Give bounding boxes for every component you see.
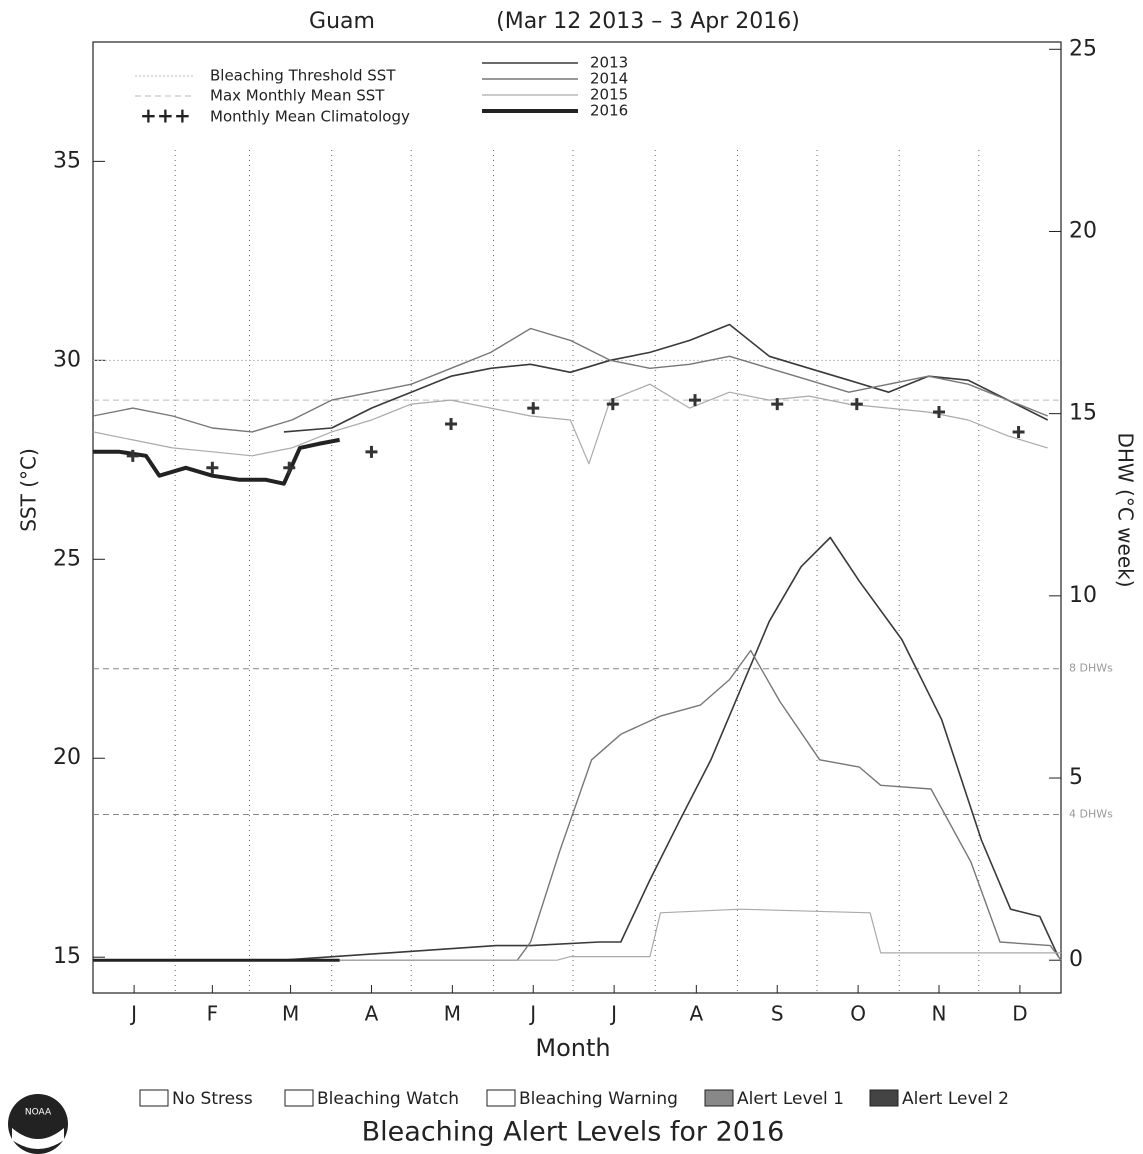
climatology-marker — [126, 449, 139, 462]
x-tick-label: J — [609, 1002, 617, 1026]
dhw-level-label: 8 DHWs — [1069, 662, 1113, 675]
alert-legend-label: Bleaching Warning — [519, 1089, 678, 1109]
alert-legend-box — [486, 1089, 516, 1107]
x-tick-label: A — [689, 1002, 703, 1026]
climatology-marker — [1012, 425, 1025, 438]
climatology-marker — [283, 461, 296, 474]
legend-label: 2015 — [590, 86, 628, 104]
x-tick-label: N — [932, 1002, 947, 1026]
y2-tick-label: 15 — [1069, 401, 1097, 426]
y2-tick-label: 10 — [1069, 583, 1097, 608]
alert-legend-label: Bleaching Watch — [317, 1089, 459, 1109]
x-axis-label: Month — [535, 1034, 610, 1062]
y-tick-label: 30 — [53, 347, 81, 372]
x-tick-label: S — [771, 1002, 784, 1026]
climatology-marker — [365, 445, 378, 458]
alert-legend-title: Bleaching Alert Levels for 2016 — [362, 1117, 785, 1148]
noaa-logo: NOAA — [8, 1094, 68, 1154]
y2-tick-label: 20 — [1069, 218, 1097, 243]
legend-label: 2016 — [590, 102, 628, 120]
y2-tick-label: 0 — [1069, 947, 1083, 972]
chart-subtitle: (Mar 12 2013 – 3 Apr 2016) — [496, 9, 800, 34]
logo-wave — [12, 1128, 64, 1149]
legend-label: Max Monthly Mean SST — [210, 87, 385, 105]
legend-label: Monthly Mean Climatology — [210, 108, 410, 126]
legend-label: 2014 — [590, 70, 628, 88]
y-tick-label: 20 — [53, 745, 81, 770]
legend-cross: + — [174, 104, 191, 128]
alert-legend-box — [704, 1089, 734, 1107]
climatology-legend-symbol: + + + — [140, 104, 191, 128]
x-tick-label: O — [850, 1002, 866, 1026]
plot-frame — [92, 41, 1062, 994]
x-tick-label: J — [528, 1002, 536, 1026]
climatology-marker — [445, 417, 458, 430]
y-tick-label: 25 — [53, 546, 81, 571]
y-tick-label: 15 — [53, 944, 81, 969]
alert-legend-box — [139, 1089, 169, 1107]
y2-tick-label: 25 — [1069, 36, 1097, 61]
alert-legend-label: Alert Level 1 — [737, 1089, 844, 1109]
data-line — [281, 536, 1060, 961]
data-line — [92, 327, 1048, 433]
logo-text: NOAA — [25, 1108, 52, 1118]
legend-cross: + — [157, 104, 174, 128]
x-tick-label: M — [444, 1002, 461, 1026]
climatology-marker — [689, 394, 702, 407]
y-tick-label: 35 — [53, 148, 81, 173]
chart-title: Guam — [309, 9, 375, 34]
x-tick-label: D — [1012, 1002, 1027, 1026]
y-axis-label: SST (°C) — [17, 448, 41, 532]
alert-legend-label: Alert Level 2 — [902, 1089, 1009, 1109]
x-tick-label: M — [282, 1002, 299, 1026]
legend-cross: + — [140, 104, 157, 128]
alert-legend-box — [284, 1089, 314, 1107]
data-line — [92, 383, 1048, 465]
data-line — [93, 649, 1062, 961]
data-line — [93, 908, 1061, 961]
data-line — [93, 437, 340, 486]
climatology-marker — [850, 398, 863, 411]
alert-legend-box — [869, 1089, 899, 1107]
climatology-marker — [771, 398, 784, 411]
legend-label: Bleaching Threshold SST — [210, 67, 396, 85]
data-line — [283, 323, 1049, 433]
y2-axis-label: DHW (°C week) — [1114, 432, 1138, 587]
climatology-marker — [933, 406, 946, 419]
x-tick-label: A — [365, 1002, 379, 1026]
climatology-marker — [206, 461, 219, 474]
dhw-level-label: 4 DHWs — [1069, 807, 1113, 820]
alert-legend-label: No Stress — [172, 1089, 253, 1109]
climatology-marker — [527, 402, 540, 415]
x-tick-label: F — [207, 1002, 219, 1026]
legend-label: 2013 — [590, 54, 628, 72]
climatology-marker — [606, 398, 619, 411]
x-tick-label: J — [129, 1002, 137, 1026]
y2-tick-label: 5 — [1069, 765, 1083, 790]
